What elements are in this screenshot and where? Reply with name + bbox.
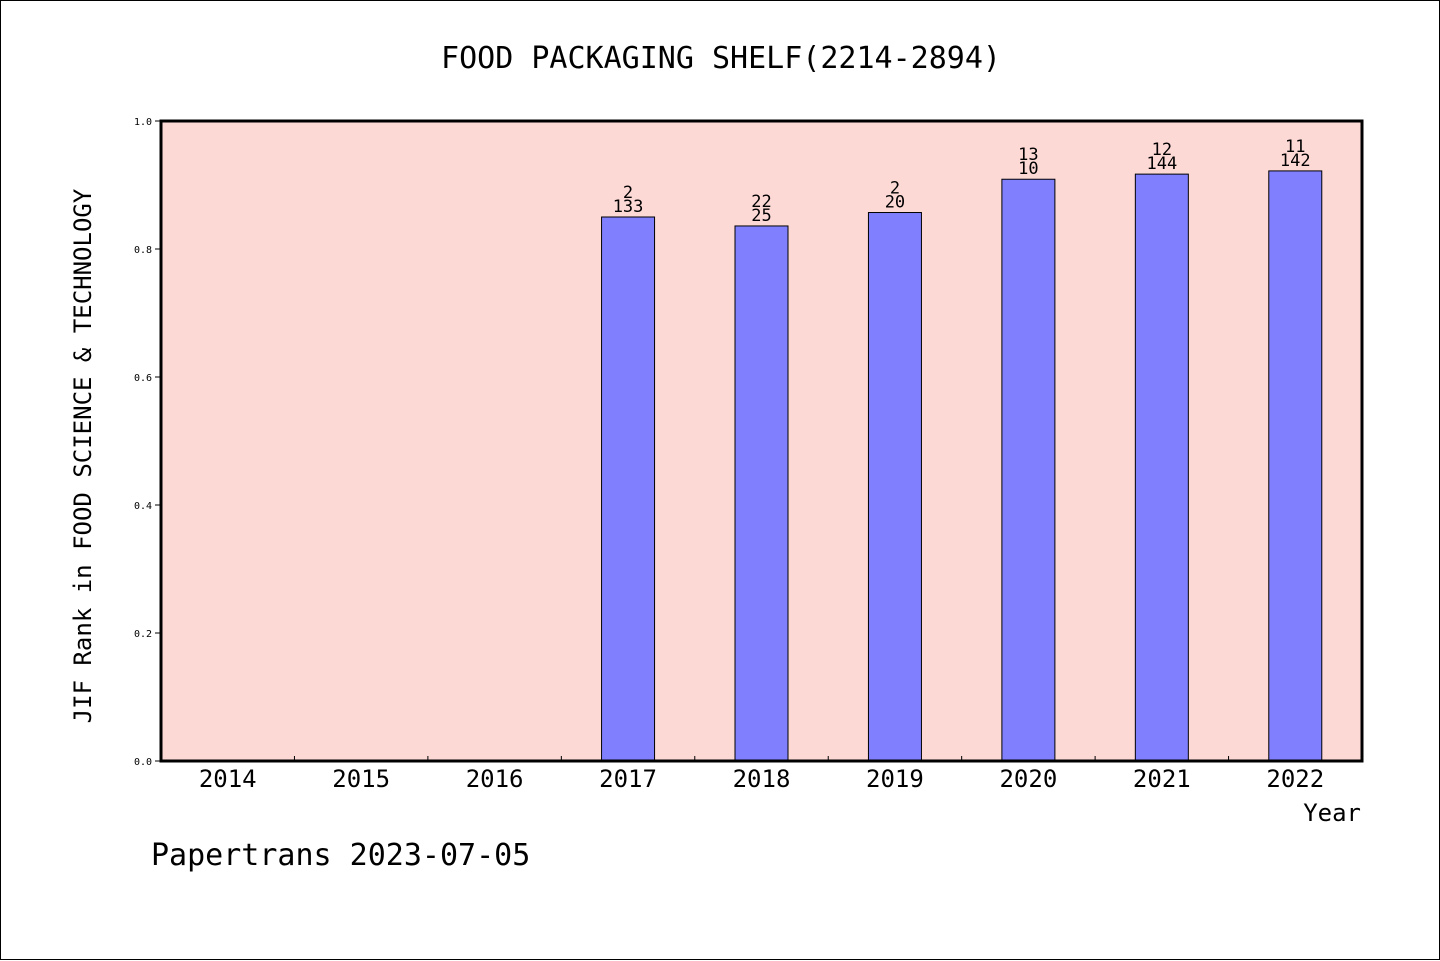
bar-label-bottom: 20 — [885, 193, 905, 213]
bar — [734, 225, 789, 762]
x-tick-label: 2015 — [332, 765, 390, 793]
bar-label-bottom: 144 — [1146, 154, 1177, 174]
x-tick-label: 2017 — [599, 765, 657, 793]
bar-label-top: 22 — [751, 192, 771, 212]
x-tick-label: 2019 — [866, 765, 924, 793]
bar — [1268, 170, 1323, 762]
bar — [1134, 173, 1189, 762]
x-tick-label: 2014 — [199, 765, 257, 793]
bar — [1001, 178, 1056, 762]
bars-layer — [601, 170, 1323, 762]
y-tick-label: 0.0 — [134, 757, 152, 768]
x-tick-label: 2020 — [999, 765, 1057, 793]
bar-label-top: 12 — [1152, 140, 1172, 160]
y-axis-label: JIF Rank in FOOD SCIENCE & TECHNOLOGY — [69, 188, 97, 723]
bar-label-bottom: 25 — [751, 206, 771, 226]
footer-text: Papertrans 2023-07-05 — [151, 838, 530, 873]
bar-label-bottom: 142 — [1280, 151, 1311, 171]
bar-label-top: 2 — [623, 183, 633, 203]
x-axis-label: Year — [1303, 799, 1361, 827]
y-tick-label: 0.4 — [134, 501, 152, 512]
bar — [601, 216, 656, 762]
y-tick-label: 0.8 — [134, 245, 152, 256]
bar-label-bottom: 10 — [1018, 159, 1038, 179]
plot-border — [159, 119, 1364, 763]
y-tick-label: 0.6 — [134, 373, 152, 384]
bar-label-top: 11 — [1285, 137, 1305, 157]
bar-label-top: 13 — [1018, 145, 1038, 165]
x-tick-label: 2016 — [466, 765, 524, 793]
x-tick-label: 2022 — [1266, 765, 1324, 793]
bar — [867, 212, 922, 762]
x-axis: 2014 2015 2016 2017 2018 2019 2020 2021 2022 — [199, 756, 1324, 793]
x-tick-label: 2021 — [1133, 765, 1191, 793]
x-tick-label: 2018 — [733, 765, 791, 793]
y-axis: 0.0 0.2 0.4 0.6 0.8 1.0 — [134, 117, 161, 768]
y-tick-label: 0.2 — [134, 629, 152, 640]
y-tick-label: 1.0 — [134, 117, 152, 128]
bar-label-top: 2 — [890, 179, 900, 199]
chart-title: FOOD PACKAGING SHELF(2214-2894) — [441, 41, 1001, 76]
bar-label-bottom: 133 — [613, 197, 644, 217]
